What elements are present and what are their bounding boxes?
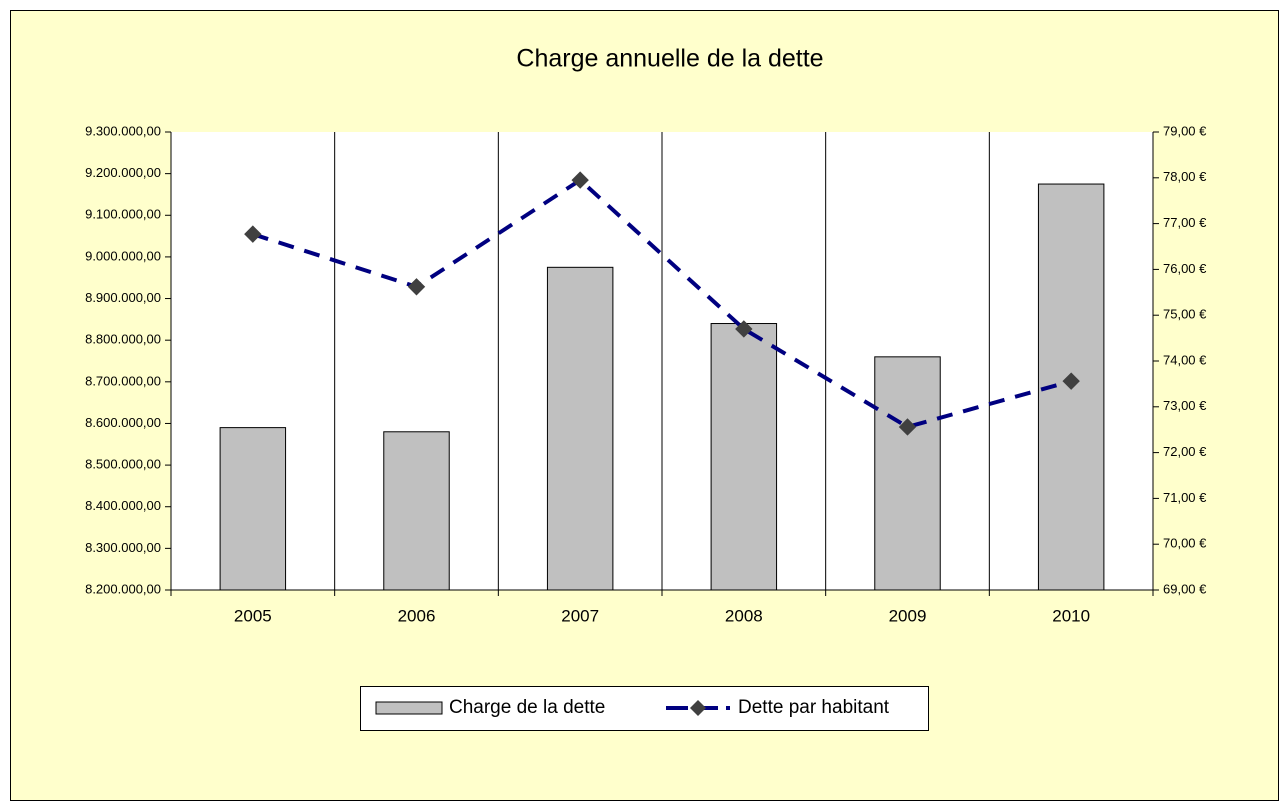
y2-tick-label: 78,00 € [1163, 169, 1207, 184]
bar [710, 323, 778, 591]
y-tick-label: 8.800.000,00 [85, 332, 161, 347]
x-tick-label: 2009 [889, 606, 927, 625]
x-tick-label: 2006 [398, 606, 436, 625]
y-tick-label: 9.300.000,00 [85, 123, 161, 138]
marker [735, 320, 753, 338]
y2-tick-label: 69,00 € [1163, 581, 1207, 596]
y2-tick-label: 70,00 € [1163, 536, 1207, 551]
y-tick-label: 8.400.000,00 [85, 498, 161, 513]
marker [571, 171, 589, 189]
x-tick-label: 2008 [725, 606, 763, 625]
marker [1062, 372, 1080, 390]
x-tick-label: 2005 [234, 606, 272, 625]
x-tick-label: 2007 [561, 606, 599, 625]
line [252, 177, 1072, 430]
y2-tick-label: 71,00 € [1163, 490, 1207, 505]
legend-swatch [375, 701, 443, 715]
y-tick-label: 8.500.000,00 [85, 457, 161, 472]
y2-tick-label: 72,00 € [1163, 444, 1207, 459]
marker [407, 278, 426, 296]
y-tick-label: 8.200.000,00 [85, 581, 161, 596]
y2-tick-label: 75,00 € [1163, 307, 1207, 322]
marker [898, 418, 917, 436]
y-tick-label: 8.600.000,00 [85, 415, 161, 430]
y-tick-label: 9.000.000,00 [85, 248, 161, 263]
y-tick-label: 9.100.000,00 [85, 207, 161, 222]
y2-tick-label: 79,00 € [1163, 123, 1207, 138]
bar [219, 427, 287, 591]
y-tick-label: 8.700.000,00 [85, 373, 161, 388]
y-tick-label: 8.900.000,00 [85, 290, 161, 305]
y-tick-label: 8.300.000,00 [85, 540, 161, 555]
x-tick-label: 2010 [1052, 606, 1090, 625]
bar [546, 266, 614, 591]
y2-tick-label: 74,00 € [1163, 352, 1207, 367]
marker [244, 225, 262, 243]
chart-title: Charge annuelle de la dette [516, 45, 823, 73]
legend-marker [690, 700, 706, 716]
y-tick-label: 9.200.000,00 [85, 165, 161, 180]
legend-box [360, 686, 929, 731]
y2-tick-label: 76,00 € [1163, 261, 1207, 276]
bar [383, 431, 450, 591]
legend-label: Dette par habitant [738, 697, 890, 718]
y2-tick-label: 73,00 € [1163, 398, 1207, 413]
legend-label: Charge de la dette [449, 697, 605, 718]
y2-tick-label: 77,00 € [1163, 215, 1207, 230]
bar [874, 356, 941, 591]
